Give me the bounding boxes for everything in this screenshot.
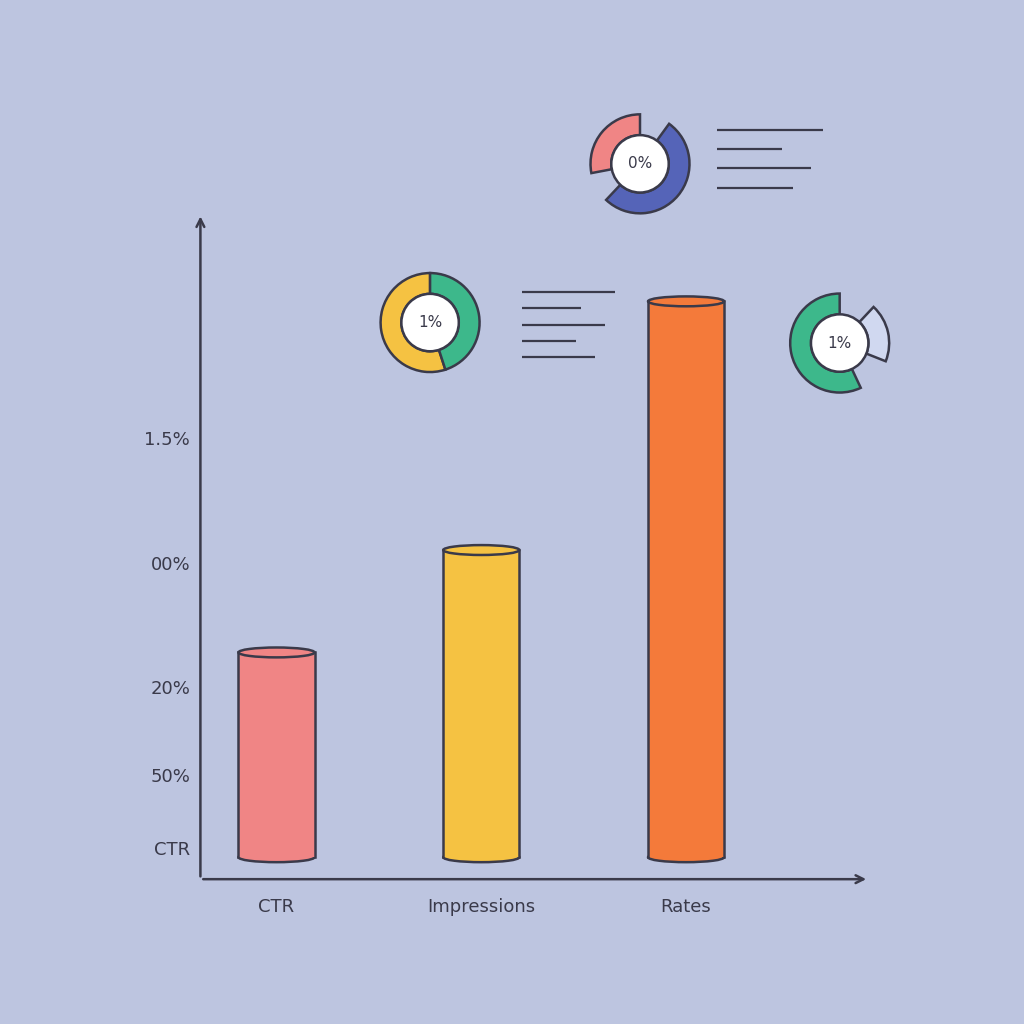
Wedge shape [859,307,889,361]
Ellipse shape [239,647,314,657]
Ellipse shape [443,852,519,862]
Bar [443,550,519,857]
Circle shape [611,135,669,193]
Text: 1%: 1% [418,315,442,330]
Text: 0%: 0% [628,157,652,171]
Ellipse shape [443,545,519,555]
Text: 50%: 50% [151,768,190,785]
Ellipse shape [239,852,314,862]
Wedge shape [591,115,640,173]
Text: CTR: CTR [154,841,190,859]
Text: Rates: Rates [660,898,712,916]
Circle shape [811,314,868,372]
Wedge shape [381,273,445,372]
Text: 1%: 1% [827,336,852,350]
Text: 20%: 20% [151,680,190,698]
Wedge shape [430,273,479,370]
Circle shape [401,294,459,351]
Text: 00%: 00% [151,556,190,573]
Wedge shape [606,124,689,213]
Ellipse shape [648,296,724,306]
Ellipse shape [648,852,724,862]
Wedge shape [791,294,861,392]
Text: 1.5%: 1.5% [144,431,190,450]
Text: CTR: CTR [258,898,295,916]
Text: Impressions: Impressions [427,898,536,916]
Bar [648,301,724,857]
Bar [239,652,314,857]
